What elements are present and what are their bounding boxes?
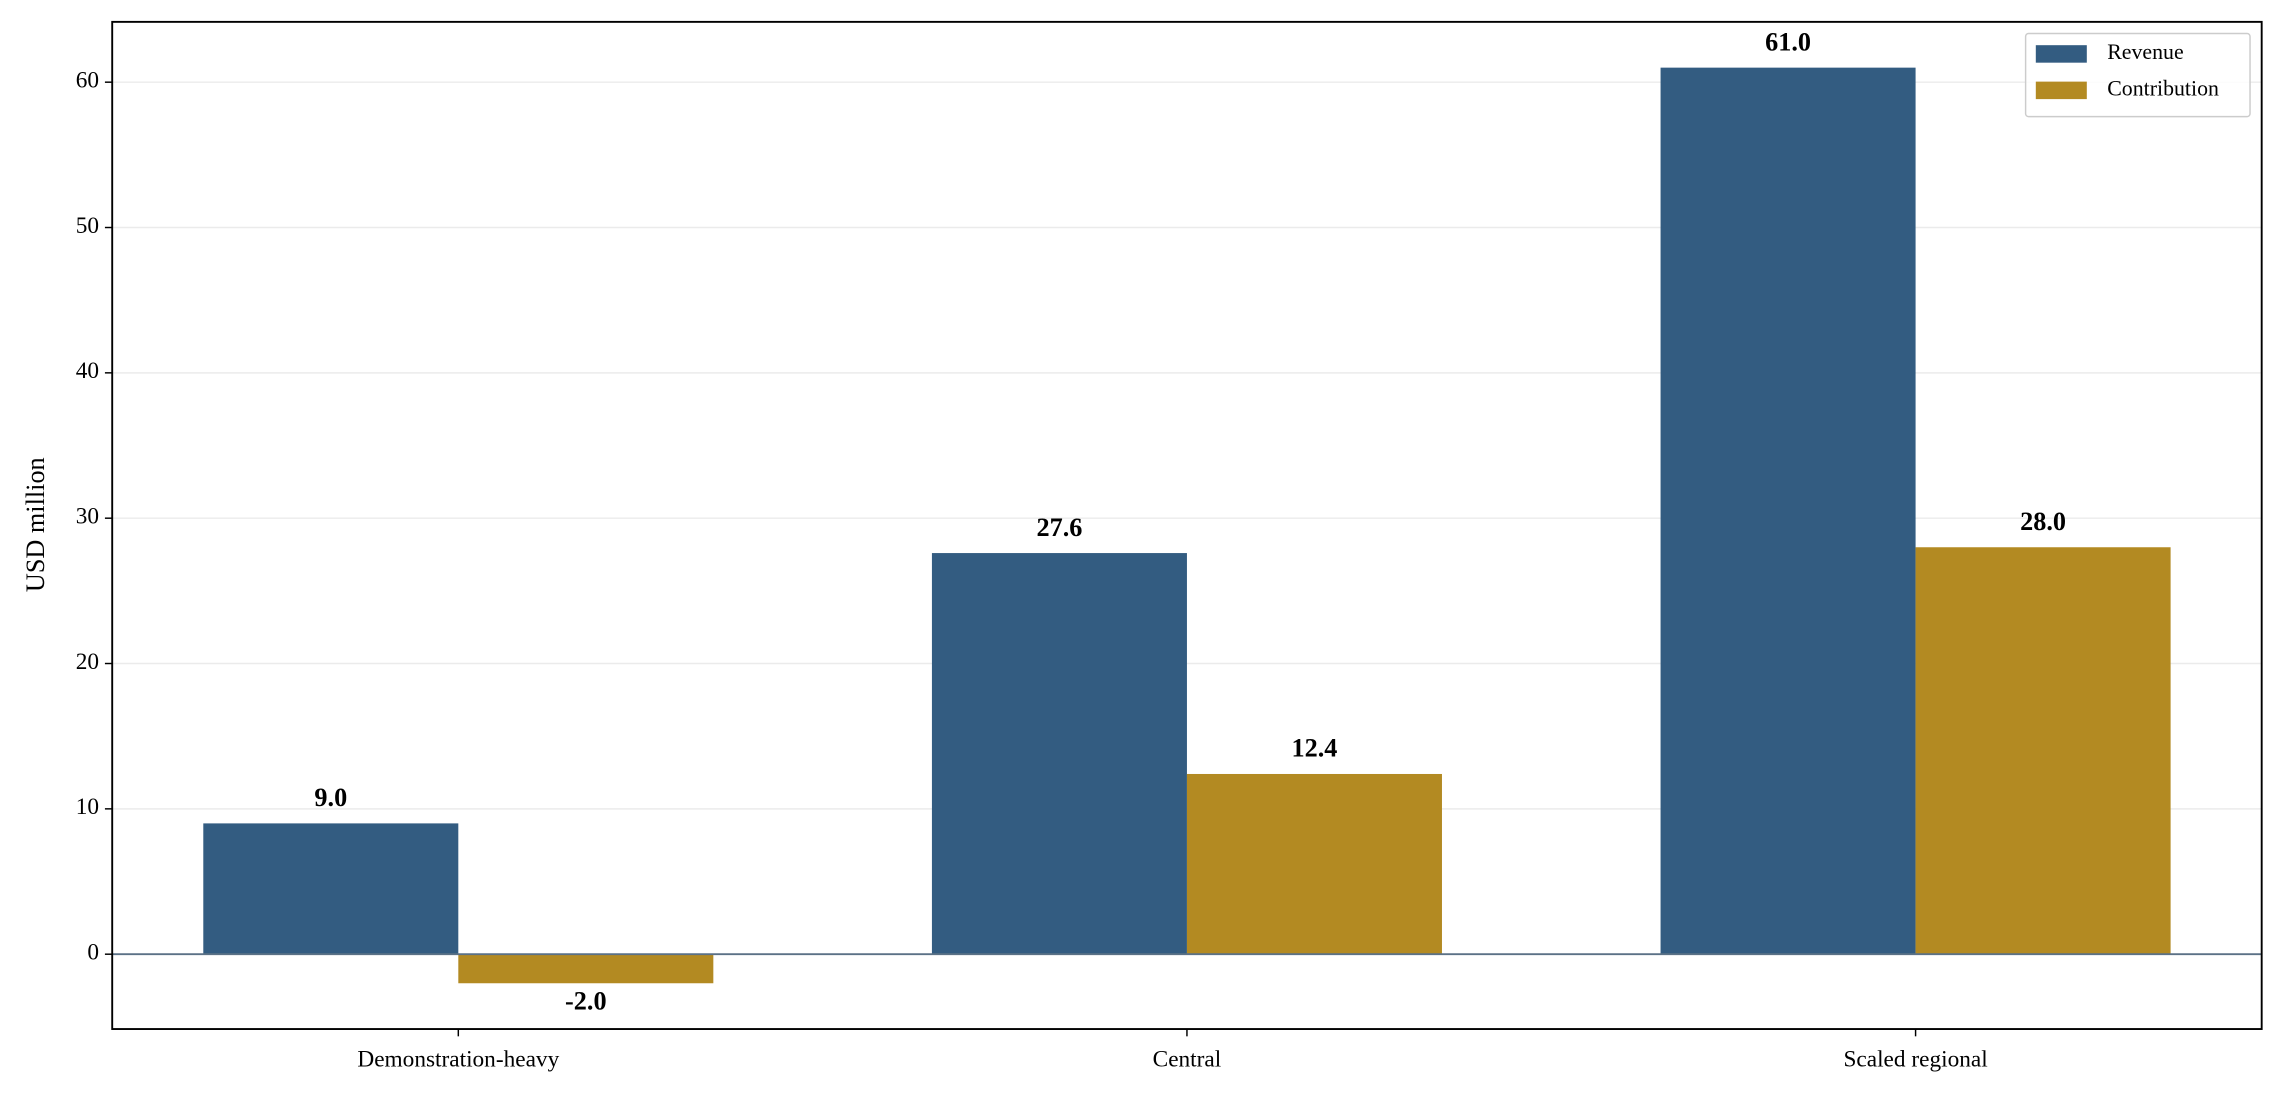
value-label: 27.6 — [1036, 513, 1082, 542]
legend-label: Revenue — [2107, 40, 2183, 64]
y-tick-label: 30 — [76, 504, 99, 530]
plot-frame — [111, 20, 2263, 1030]
legend-label: Contribution — [2107, 76, 2219, 100]
x-tick-label: Central — [1153, 1046, 1222, 1072]
bar — [203, 823, 459, 955]
bar — [1186, 773, 1442, 955]
value-label: 61.0 — [1765, 27, 1811, 56]
value-label: 9.0 — [314, 783, 347, 812]
y-tick-label: 50 — [76, 213, 99, 239]
y-tick-label: 20 — [76, 649, 99, 675]
y-tick-label: 10 — [76, 794, 99, 820]
value-label: 12.4 — [1292, 734, 1338, 763]
bar — [931, 553, 1187, 955]
y-tick-label: 40 — [76, 358, 99, 384]
value-label: 28.0 — [2020, 507, 2066, 536]
legend-swatch — [2035, 81, 2087, 100]
x-tick-label: Scaled regional — [1843, 1046, 1987, 1072]
y-tick-label: 60 — [76, 68, 99, 94]
bar — [1660, 67, 1916, 955]
bar — [1915, 547, 2171, 955]
value-label: -2.0 — [565, 987, 607, 1016]
bar — [458, 954, 714, 984]
x-tick-label: Demonstration-heavy — [357, 1046, 559, 1072]
y-axis-label: USD million — [21, 457, 50, 592]
y-tick-label: 0 — [87, 940, 99, 966]
legend-swatch — [2035, 45, 2087, 63]
